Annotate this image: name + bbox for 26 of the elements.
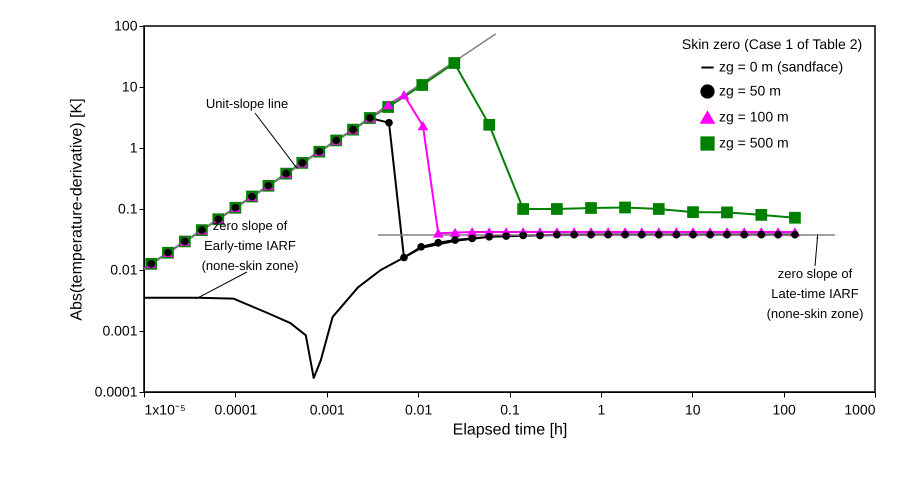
y-tick-label: 10 <box>122 78 138 94</box>
x-tick-label: 0.001 <box>310 402 345 418</box>
y-tick-label: 0.0001 <box>94 384 138 400</box>
legend-label: zg = 50 m <box>719 82 781 98</box>
x-tick-label: 10 <box>684 402 701 418</box>
y-tick-label: 1 <box>130 140 138 156</box>
y-tick-label: 0.01 <box>110 262 138 278</box>
x-tick-label: 1000 <box>844 402 876 418</box>
legend-label: zg = 100 m <box>719 108 789 124</box>
y-tick-label: 0.001 <box>102 322 138 338</box>
x-tick-label: 0.1 <box>500 402 520 418</box>
y-tick-label: 0.1 <box>118 200 138 216</box>
x-tick-label: 1 <box>597 402 606 418</box>
annotation: Unit-slope line <box>206 96 288 111</box>
x-tick-label: 0.0001 <box>214 402 258 418</box>
y-tick-label: 100 <box>114 18 138 34</box>
legend-title: Skin zero (Case 1 of Table 2) <box>682 36 862 52</box>
annotation: zero slope of Early-time IARF (none-skin zone) <box>202 218 298 273</box>
x-tick-label: 1x10⁻⁵ <box>144 402 186 418</box>
legend-label: zg = 500 m <box>719 134 789 150</box>
legend-label: zg = 0 m (sandface) <box>719 58 844 74</box>
x-axis-title: Elapsed time [h] <box>452 422 568 438</box>
x-tick-label: 100 <box>772 402 796 418</box>
x-tick-label: 0.01 <box>405 402 432 418</box>
annotation: zero slope of Late-time IARF (none-skin zone) <box>766 266 864 321</box>
y-axis-title: Abs(temperature-derivative) [K] <box>68 98 86 321</box>
